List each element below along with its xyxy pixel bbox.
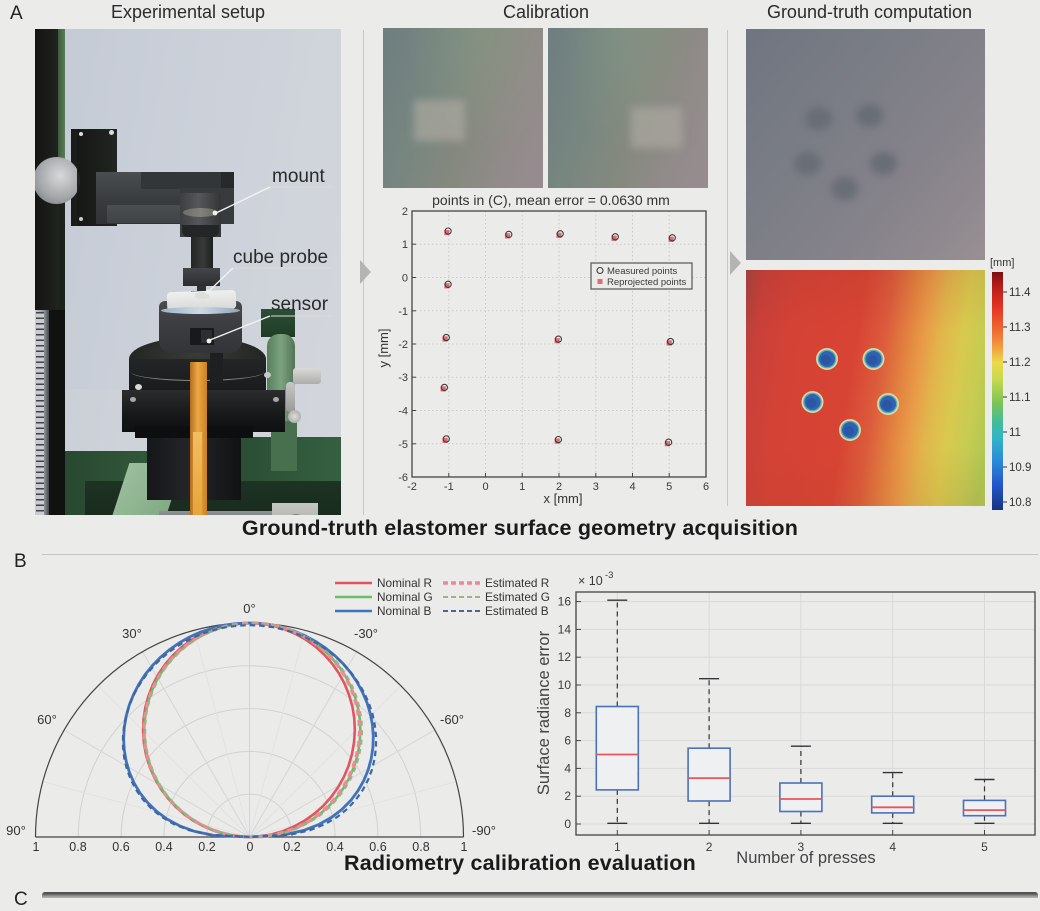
svg-text:[mm]: [mm] bbox=[990, 257, 1014, 269]
svg-text:5: 5 bbox=[666, 481, 672, 493]
svg-text:-1: -1 bbox=[444, 481, 454, 493]
svg-text:4: 4 bbox=[564, 761, 571, 775]
svg-text:90°: 90° bbox=[6, 823, 26, 838]
svg-text:4: 4 bbox=[889, 840, 896, 854]
svg-text:10.9: 10.9 bbox=[1009, 462, 1031, 474]
svg-text:-30°: -30° bbox=[354, 626, 378, 641]
svg-text:11.3: 11.3 bbox=[1009, 322, 1031, 334]
svg-text:Estimated B: Estimated B bbox=[485, 604, 549, 618]
svg-text:10.8: 10.8 bbox=[1009, 497, 1031, 509]
svg-text:10: 10 bbox=[558, 678, 572, 692]
svg-text:2: 2 bbox=[556, 481, 562, 493]
svg-text:Measured points: Measured points bbox=[607, 266, 677, 277]
svg-text:1: 1 bbox=[461, 840, 468, 854]
svg-text:12: 12 bbox=[558, 650, 572, 664]
svg-text:0: 0 bbox=[247, 840, 254, 854]
svg-text:-3: -3 bbox=[398, 372, 408, 384]
svg-text:-2: -2 bbox=[398, 339, 408, 351]
svg-text:-4: -4 bbox=[398, 406, 408, 418]
svg-text:1: 1 bbox=[614, 840, 621, 854]
svg-text:0°: 0° bbox=[243, 601, 255, 616]
svg-text:Estimated G: Estimated G bbox=[485, 590, 550, 604]
svg-text:Nominal R: Nominal R bbox=[377, 576, 432, 590]
svg-text:y [mm]: y [mm] bbox=[376, 329, 391, 368]
svg-text:Reprojected points: Reprojected points bbox=[607, 277, 686, 288]
svg-text:11: 11 bbox=[1009, 427, 1021, 439]
svg-text:0.8: 0.8 bbox=[412, 840, 429, 854]
svg-text:4: 4 bbox=[629, 481, 635, 493]
svg-text:x [mm]: x [mm] bbox=[544, 491, 583, 506]
svg-text:0.2: 0.2 bbox=[198, 840, 215, 854]
svg-text:Number of presses: Number of presses bbox=[736, 849, 875, 867]
svg-text:11.1: 11.1 bbox=[1009, 392, 1031, 404]
svg-text:-60°: -60° bbox=[440, 712, 464, 727]
svg-text:points in (C), mean error = 0.: points in (C), mean error = 0.0630 mm bbox=[432, 192, 670, 208]
svg-text:× 10: × 10 bbox=[578, 574, 603, 588]
svg-text:-1: -1 bbox=[398, 306, 408, 318]
svg-text:11.4: 11.4 bbox=[1009, 287, 1031, 299]
svg-text:5: 5 bbox=[981, 840, 988, 854]
svg-text:30°: 30° bbox=[122, 626, 142, 641]
svg-text:Nominal B: Nominal B bbox=[377, 604, 432, 618]
svg-text:14: 14 bbox=[558, 622, 572, 636]
svg-text:-5: -5 bbox=[398, 439, 408, 451]
svg-text:-6: -6 bbox=[398, 472, 408, 484]
svg-text:6: 6 bbox=[564, 734, 571, 748]
svg-text:6: 6 bbox=[703, 481, 709, 493]
svg-text:0.6: 0.6 bbox=[112, 840, 129, 854]
svg-text:1: 1 bbox=[519, 481, 525, 493]
svg-text:2: 2 bbox=[402, 206, 408, 218]
svg-text:1: 1 bbox=[33, 840, 40, 854]
svg-text:0: 0 bbox=[482, 481, 488, 493]
svg-text:0: 0 bbox=[564, 817, 571, 831]
svg-text:-3: -3 bbox=[605, 570, 613, 581]
svg-text:0.6: 0.6 bbox=[369, 840, 386, 854]
svg-text:0.4: 0.4 bbox=[326, 840, 343, 854]
svg-text:-90°: -90° bbox=[472, 823, 496, 838]
svg-text:0.8: 0.8 bbox=[69, 840, 86, 854]
svg-text:Nominal G: Nominal G bbox=[377, 590, 433, 604]
svg-text:2: 2 bbox=[706, 840, 713, 854]
svg-text:0.4: 0.4 bbox=[155, 840, 172, 854]
svg-text:0.2: 0.2 bbox=[283, 840, 300, 854]
svg-text:60°: 60° bbox=[37, 712, 57, 727]
svg-text:2: 2 bbox=[564, 789, 571, 803]
svg-text:3: 3 bbox=[798, 840, 805, 854]
svg-text:3: 3 bbox=[593, 481, 599, 493]
svg-text:0: 0 bbox=[402, 273, 408, 285]
svg-text:11.2: 11.2 bbox=[1009, 357, 1031, 369]
svg-text:8: 8 bbox=[564, 706, 571, 720]
svg-text:Surface radiance error: Surface radiance error bbox=[535, 630, 553, 795]
svg-text:Estimated R: Estimated R bbox=[485, 576, 549, 590]
svg-text:1: 1 bbox=[402, 239, 408, 251]
svg-text:-2: -2 bbox=[407, 481, 417, 493]
svg-text:16: 16 bbox=[558, 595, 572, 609]
